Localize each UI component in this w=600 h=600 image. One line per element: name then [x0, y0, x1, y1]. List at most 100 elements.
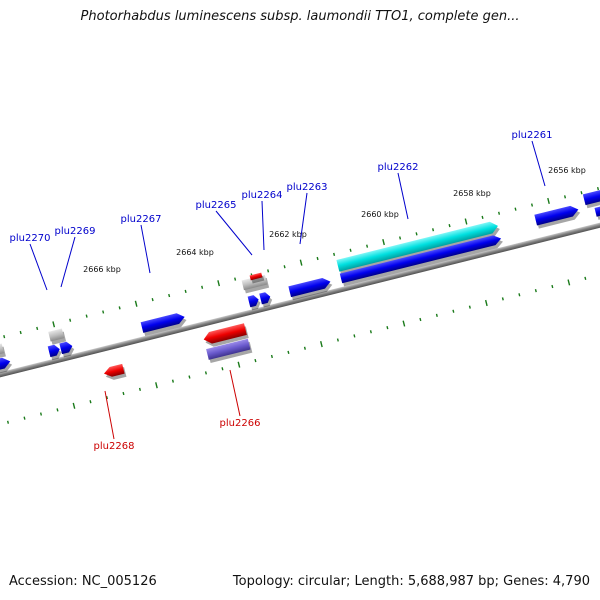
reverse-scale-tick — [419, 317, 422, 322]
forward-scale-tick — [102, 310, 105, 314]
gene-label-plu2265[interactable]: plu2265 — [196, 200, 237, 211]
reverse-scale-tick — [56, 408, 59, 412]
forward-scale-tick — [399, 236, 402, 240]
gene-label-leader-line — [261, 200, 265, 251]
gene-label-plu2263[interactable]: plu2263 — [287, 182, 328, 193]
reverse-scale-tick — [237, 361, 241, 368]
forward-scale-tick — [316, 256, 319, 261]
gene-label-leader-line — [104, 390, 115, 440]
gene-plu2269-arrow[interactable] — [59, 340, 75, 358]
reverse-scale-tick — [89, 400, 92, 404]
forward-scale-tick — [267, 269, 270, 273]
reverse-scale-tick — [303, 346, 306, 350]
gene-plu2266-purple-box[interactable] — [206, 338, 253, 364]
gene-label-plu2266[interactable]: plu2266 — [220, 418, 261, 429]
reverse-scale-tick — [122, 391, 125, 396]
gene-grey-box[interactable] — [48, 328, 67, 345]
gene-forward-left-arrow[interactable] — [0, 356, 13, 379]
gene-label-plu2267[interactable]: plu2267 — [121, 214, 162, 225]
forward-scale-tick — [151, 298, 154, 302]
gene-plu2270-arrow[interactable] — [47, 343, 63, 361]
gene-plu2265-grey-box[interactable] — [241, 274, 270, 294]
forward-scale-tick — [366, 244, 369, 248]
forward-scale-tick — [432, 228, 435, 232]
gene-plu2267-arrow[interactable] — [140, 311, 188, 337]
gene-plu2261-arrow[interactable] — [534, 204, 581, 229]
forward-scale-tick — [464, 218, 468, 225]
gene-plu2266-arrow[interactable] — [202, 323, 249, 349]
forward-scale-tick — [563, 195, 567, 199]
gene-label-leader-line — [215, 210, 253, 256]
reverse-scale-tick — [336, 338, 339, 342]
gene-label-plu2268[interactable]: plu2268 — [94, 441, 135, 452]
gene-label-plu2261[interactable]: plu2261 — [512, 130, 553, 141]
kbp-scale-label: 2658 kbp — [453, 189, 491, 198]
gene-label-plu2270[interactable]: plu2270 — [10, 233, 51, 244]
gene-label-leader-line — [29, 243, 48, 291]
forward-scale-tick — [497, 211, 501, 215]
reverse-scale-tick — [468, 305, 471, 309]
forward-scale-tick — [333, 252, 336, 257]
forward-scale-tick — [134, 300, 138, 307]
forward-scale-tick — [201, 285, 204, 289]
gene-label-leader-line — [531, 140, 546, 187]
reverse-scale-tick — [287, 350, 290, 354]
forward-scale-tick — [530, 203, 534, 207]
page-title: Photorhabdus luminescens subsp. laumondi… — [80, 9, 520, 24]
forward-scale-tick — [415, 232, 418, 236]
kbp-scale-label: 2662 kbp — [269, 230, 307, 239]
gene-label-leader-line — [397, 172, 409, 220]
reverse-scale-tick — [23, 416, 26, 420]
forward-scale-tick — [69, 318, 72, 322]
reverse-scale-tick — [534, 289, 537, 293]
reverse-scale-tick — [452, 309, 455, 313]
reverse-scale-tick — [270, 354, 273, 359]
gene-label-plu2264[interactable]: plu2264 — [242, 190, 283, 201]
gene-label-plu2262[interactable]: plu2262 — [378, 162, 419, 173]
reverse-scale-tick — [386, 326, 389, 330]
forward-scale-tick — [52, 321, 56, 328]
forward-scale-tick — [19, 330, 22, 335]
gene-plu2262-arrow[interactable] — [336, 220, 501, 275]
reverse-scale-tick — [484, 299, 488, 307]
reverse-scale-tick — [155, 382, 158, 389]
accession-text: Accession: NC_005126 — [9, 574, 157, 589]
reverse-scale-tick — [188, 375, 191, 379]
gene-plu2268-arrow[interactable] — [103, 363, 127, 382]
reverse-scale-tick — [320, 341, 323, 348]
reverse-scale-tick — [501, 297, 504, 301]
reverse-scale-tick — [204, 371, 207, 375]
gene-plu2264-arrow[interactable] — [259, 291, 273, 308]
reverse-scale-tick — [435, 313, 438, 317]
kbp-scale-label: 2664 kbp — [176, 248, 214, 257]
reverse-scale-tick — [254, 358, 257, 363]
reverse-scale-tick — [402, 320, 406, 327]
kbp-scale-label: 2666 kbp — [83, 265, 121, 274]
gene-forward-edge-arrow[interactable] — [582, 187, 600, 209]
reverse-scale-tick — [518, 293, 521, 297]
forward-scale-tick — [234, 277, 237, 281]
gene-plu2263-arrow[interactable] — [288, 276, 333, 301]
gene-plu2265-arrow[interactable] — [247, 294, 262, 311]
forward-scale-tick — [448, 223, 451, 228]
reverse-scale-tick — [6, 420, 10, 424]
forward-scale-tick — [382, 238, 385, 246]
gene-label-leader-line — [60, 236, 76, 288]
reverse-scale-tick — [551, 284, 554, 289]
forward-scale-tick — [85, 314, 88, 318]
reverse-scale-tick — [369, 330, 372, 334]
gene-label-plu2269[interactable]: plu2269 — [55, 226, 96, 237]
gene-label-leader-line — [229, 369, 241, 417]
forward-scale-tick — [3, 335, 6, 339]
forward-scale-tick — [168, 293, 171, 298]
forward-scale-tick — [36, 326, 39, 331]
gene-plu2262-inner-arrow[interactable] — [339, 233, 504, 287]
kbp-scale-label: 2656 kbp — [548, 166, 586, 175]
forward-scale-tick — [547, 197, 550, 205]
gene-plu2265-red-box[interactable] — [249, 272, 265, 284]
forward-scale-tick — [217, 280, 221, 287]
forward-scale-tick — [596, 186, 600, 191]
reverse-scale-tick — [138, 387, 142, 391]
